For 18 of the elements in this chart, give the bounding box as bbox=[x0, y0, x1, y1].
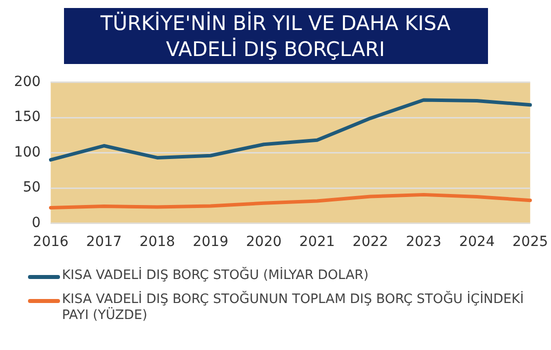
x-tick-label: 2022 bbox=[352, 234, 388, 250]
x-tick-label: 2021 bbox=[299, 234, 335, 250]
x-tick-label: 2020 bbox=[246, 234, 282, 250]
y-tick-label: 50 bbox=[22, 180, 41, 196]
x-tick-label: 2018 bbox=[139, 234, 176, 250]
y-tick-label: 150 bbox=[14, 109, 41, 126]
x-tick-label: 2024 bbox=[459, 234, 495, 250]
legend-label: KISA VADELİ DIŞ BORÇ STOĞU (MİLYAR DOLAR) bbox=[62, 268, 369, 284]
legend-label: KISA VADELİ DIŞ BORÇ STOĞUNUN TOPLAM DIŞ BORÇ STOĞU İÇİNDEKİ PAYI (YÜZDE) bbox=[62, 292, 525, 324]
x-tick-label: 2016 bbox=[32, 234, 69, 250]
y-tick-label: 100 bbox=[14, 144, 41, 160]
chart-title: TÜRKİYE'NİN BİR YIL VE DAHA KISA VADELİ DIŞ BORÇLARI bbox=[64, 8, 488, 64]
x-tick-label: 2017 bbox=[86, 234, 122, 250]
y-tick-label: 200 bbox=[14, 74, 41, 90]
x-tick-label: 2019 bbox=[192, 234, 228, 250]
y-tick-label: 0 bbox=[32, 214, 41, 231]
x-tick-label: 2023 bbox=[406, 234, 442, 250]
x-tick-label: 2025 bbox=[512, 234, 548, 250]
